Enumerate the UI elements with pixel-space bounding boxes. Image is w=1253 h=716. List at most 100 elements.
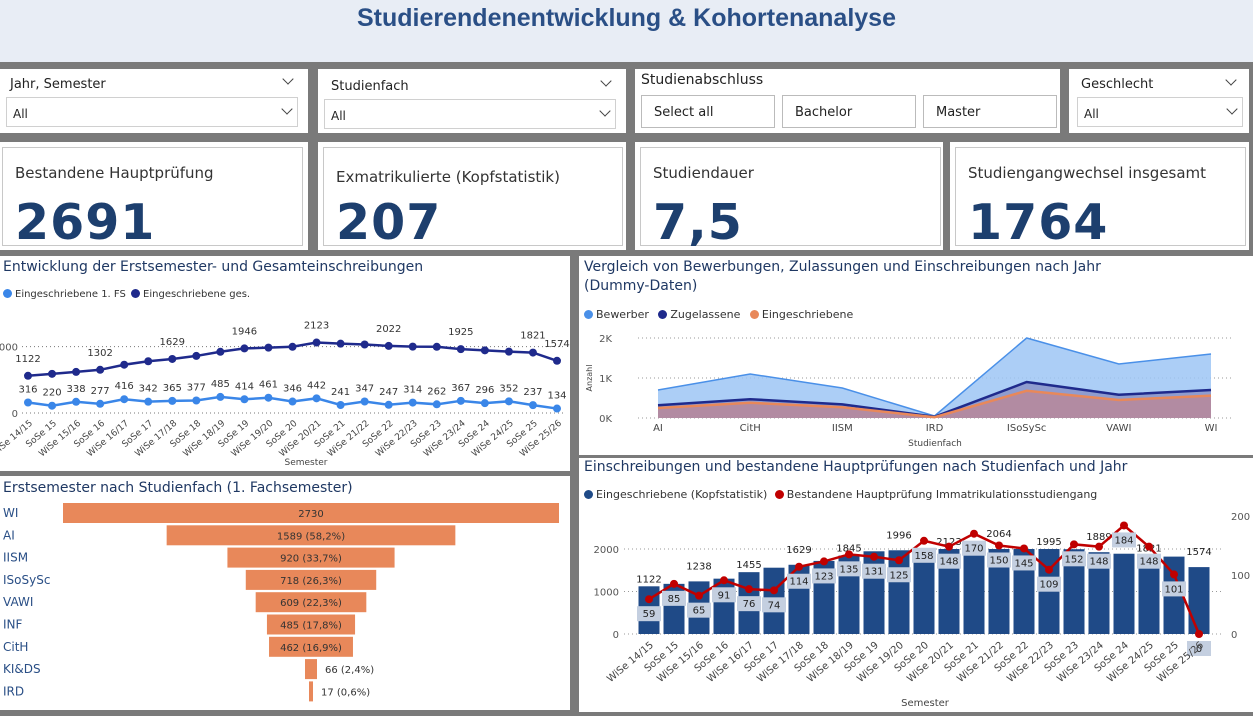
data-label: 59 (643, 609, 656, 620)
chevron-down-icon (1226, 103, 1238, 115)
data-point (870, 552, 878, 561)
data-point (895, 556, 903, 565)
dropdown-value: All (1084, 107, 1099, 121)
funnel-bar (266, 614, 356, 635)
data-point (216, 347, 225, 356)
data-label: 365 (163, 383, 182, 394)
x-tick-label: IRD (926, 423, 944, 434)
data-point (288, 342, 297, 351)
kpi-label: Exmatrikulierte (Kopfstatistik) (336, 168, 560, 186)
chart-legend: Eingeschriebene 1. FS Eingeschriebene ge… (3, 289, 250, 300)
data-point (504, 397, 513, 406)
data-point (312, 338, 321, 347)
bachelor-button[interactable]: Bachelor (782, 95, 916, 128)
kpi-card-studiendauer: Studiendauer 7,5 (635, 142, 943, 251)
kpi-card-studiengangwechsel: Studiengangwechsel insgesamt 1764 (950, 142, 1249, 251)
legend-label: Eingeschriebene (Kopfstatistik) (596, 488, 768, 501)
funnel-value-label: 485 (17,8%) (280, 621, 342, 632)
bar (913, 549, 935, 634)
slicer-title: Studienabschluss (641, 72, 764, 88)
funnel-bar (63, 503, 559, 523)
line-chart[interactable]: 2000 0 1122 1302 1629 1946 2123 2022 1925 1821157… (0, 256, 570, 471)
bar-value-label: 1455 (736, 560, 761, 571)
x-axis-label: Semester (284, 458, 327, 468)
data-label: 148 (939, 557, 958, 568)
funnel-category-label: KI&DS (3, 662, 41, 676)
data-label-bg (887, 567, 911, 583)
chevron-down-icon[interactable] (600, 75, 612, 87)
data-point (480, 346, 489, 355)
data-label: 1302 (87, 348, 112, 359)
data-point (48, 401, 57, 410)
data-point (645, 595, 653, 604)
jahr-dropdown[interactable]: All (6, 97, 298, 127)
geschlecht-dropdown[interactable]: All (1077, 97, 1243, 127)
data-point (288, 397, 297, 406)
data-point (456, 396, 465, 405)
legend-label: Eingeschriebene (761, 308, 854, 321)
data-label: 347 (355, 383, 374, 394)
data-label-bg (1037, 576, 1061, 592)
bar-value-label: 1574 (1186, 547, 1211, 558)
page-title: Studierendenentwicklung & Kohortenanalys… (357, 4, 896, 32)
bar-value-label: 1996 (886, 530, 911, 541)
data-label: 101 (1164, 584, 1183, 595)
data-label: 377 (187, 382, 206, 393)
data-point (264, 343, 273, 352)
data-point (120, 360, 129, 369)
x-axis-label: Semester (901, 698, 950, 709)
chevron-down-icon[interactable] (1225, 74, 1237, 86)
funnel-value-label: 920 (33,7%) (280, 554, 342, 565)
funnel-category-label: AI (3, 528, 15, 542)
bar-value-label: 2123 (936, 537, 961, 548)
legend-marker (774, 490, 784, 499)
data-point (1045, 565, 1053, 574)
data-point (384, 341, 393, 350)
funnel-chart[interactable]: WI 2730 AI 1589 (58,2%) IISM 920 (33,7%) ISoSy… (0, 476, 570, 710)
bar-value-label: 1238 (686, 561, 711, 572)
data-label: 2123 (304, 321, 329, 332)
data-label: 237 (523, 387, 542, 398)
funnel-bar (227, 547, 395, 568)
data-point (970, 529, 978, 538)
bar (1188, 567, 1210, 634)
data-label-bg (687, 602, 711, 618)
funnel-value-label: 2730 (298, 509, 323, 520)
area-chart[interactable]: 0K 1K 2K AI CitH IISM IRD ISoSySc VAWI WI Studienf… (579, 256, 1253, 455)
select-all-button[interactable]: Select all (641, 95, 775, 128)
x-tick-label: ISoSySc (1007, 423, 1047, 434)
legend-label: Bestandene Hauptprüfung Immatrikulations… (786, 488, 1098, 501)
data-label: 1821 (520, 331, 545, 342)
data-label-bg (912, 547, 936, 563)
funnel-category-label: IRD (3, 684, 24, 698)
kpi-frame: Exmatrikulierte (Kopfstatistik) 207 (323, 147, 623, 251)
data-label: 91 (718, 590, 731, 601)
panel-title: Vergleich von Bewerbungen, Zulassungen u… (584, 258, 1101, 296)
data-point (432, 342, 441, 351)
data-label: 74 (768, 600, 781, 611)
data-point (1195, 630, 1203, 638)
master-button[interactable]: Master (923, 95, 1057, 128)
bar-value-label: 1889 (1086, 532, 1111, 543)
bar (863, 551, 885, 634)
bar (963, 549, 985, 634)
y-axis-label: Anzahl (585, 365, 594, 392)
data-point (360, 340, 369, 349)
data-point (480, 399, 489, 408)
studienfach-dropdown[interactable]: All (324, 99, 616, 129)
data-label: 352 (499, 383, 518, 394)
data-label: 125 (889, 570, 908, 581)
data-label-bg (787, 573, 811, 589)
data-label: 145 (1014, 558, 1033, 569)
funnel-value-label: 66 (2,4%) (325, 665, 374, 676)
combo-chart[interactable]: 0 1000 2000 0 100 200 1122 1238 1455 1629 1845 1996… (579, 458, 1253, 712)
kpi-card-exmatrikulierte: Exmatrikulierte (Kopfstatistik) 207 (318, 142, 626, 251)
dropdown-value: All (331, 109, 346, 123)
chevron-down-icon[interactable] (282, 73, 294, 85)
data-label: 158 (914, 551, 933, 562)
data-label: 148 (1089, 557, 1108, 568)
data-label: 342 (139, 384, 158, 395)
data-point (24, 398, 32, 407)
data-point (264, 393, 273, 402)
data-point (995, 541, 1003, 550)
